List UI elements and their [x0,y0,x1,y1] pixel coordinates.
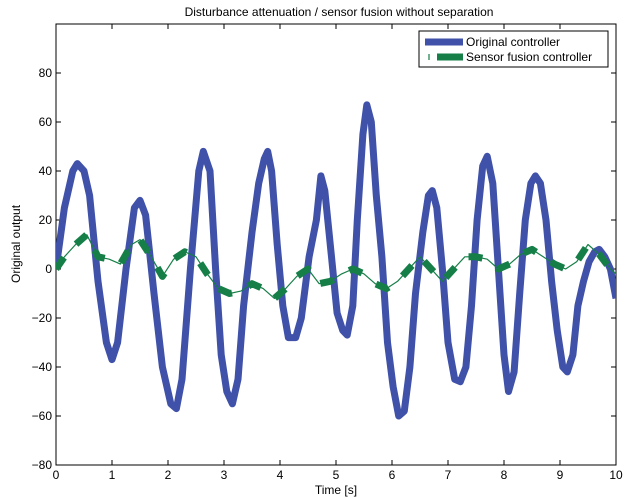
x-tick-label: 3 [221,468,228,482]
x-axis-label: Time [s] [315,483,357,497]
y-tick-label: −60 [32,409,53,423]
chart-title: Disturbance attenuation / sensor fusion … [185,5,494,19]
legend-label: Sensor fusion controller [466,50,592,64]
y-tick-label: −20 [32,311,53,325]
x-tick-label: 8 [501,468,508,482]
x-tick-label: 7 [445,468,452,482]
series-line-sensor-fusion [56,231,616,302]
y-tick-label: 0 [45,262,52,276]
x-tick-label: 0 [53,468,60,482]
y-tick-label: 80 [39,66,53,80]
x-tick-label: 6 [389,468,396,482]
x-tick-label: 9 [557,468,564,482]
series-line-original [56,101,616,420]
legend-label: Original controller [466,35,560,49]
x-tick-label: 4 [277,468,284,482]
x-tick-label: 2 [165,468,172,482]
x-tick-label: 10 [609,468,623,482]
y-tick-label: −40 [32,360,53,374]
y-tick-label: 40 [39,164,53,178]
y-axis-label: Original output [9,204,23,283]
x-tick-label: 5 [333,468,340,482]
y-tick-label: −80 [32,458,53,472]
y-tick-label: 60 [39,115,53,129]
x-tick-label: 1 [109,468,116,482]
y-tick-label: 20 [39,213,53,227]
legend-box [418,30,609,68]
